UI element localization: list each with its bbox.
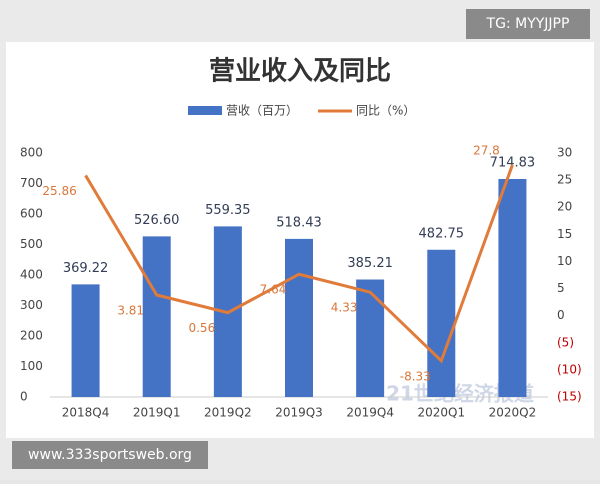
y2-tick-label: 30 (557, 146, 572, 160)
legend-label: 营收（百万） (226, 104, 298, 118)
line-value-label: 27.8 (473, 143, 500, 157)
y-tick-label: 0 (20, 390, 28, 404)
bar (285, 238, 313, 397)
y-tick-label: 200 (20, 329, 43, 343)
line-value-label: 0.56 (188, 321, 215, 335)
x-tick-label: 2020Q1 (417, 406, 465, 420)
y2-tick-label: (10) (557, 362, 582, 376)
y-tick-label: 100 (20, 359, 43, 373)
x-tick-label: 2019Q2 (204, 406, 252, 420)
x-tick-label: 2018Q4 (62, 406, 110, 420)
line-value-label: 7.64 (260, 283, 287, 297)
line-value-label: -8.33 (400, 369, 431, 383)
y2-tick-label: (5) (557, 335, 574, 349)
legend-label: 同比（%） (356, 104, 415, 118)
bar (356, 279, 385, 397)
line-value-label: 4.33 (331, 301, 358, 315)
site-box (12, 441, 208, 469)
y-tick-label: 700 (20, 176, 43, 190)
bar-value-label: 714.83 (490, 155, 536, 170)
y2-tick-label: 20 (557, 200, 572, 214)
tag-box (466, 9, 590, 39)
tag-text: TG: MYYJJPP (486, 16, 570, 32)
bar (427, 249, 456, 397)
y-tick-label: 300 (20, 298, 43, 312)
bar-value-label: 482.75 (419, 226, 465, 241)
x-tick-label: 2019Q4 (346, 406, 394, 420)
y-tick-label: 400 (20, 268, 43, 282)
bar (71, 284, 100, 397)
line-value-label: 3.81 (117, 304, 144, 318)
line (84, 164, 514, 364)
x-tick-label: 2020Q2 (489, 406, 537, 420)
site-text: www.333sportsweb.org (28, 447, 192, 463)
line-value-label: 25.86 (42, 184, 76, 198)
bar-value-label: 559.35 (205, 203, 251, 218)
y2-tick-label: 25 (557, 173, 572, 187)
bar-value-label: 369.22 (63, 261, 109, 276)
y-tick-label: 800 (20, 146, 43, 160)
y-tick-label: 500 (20, 237, 43, 251)
bar-value-label: 385.21 (347, 256, 393, 271)
y2-tick-label: 5 (557, 281, 565, 295)
bar-value-label: 526.60 (134, 213, 180, 228)
legend-swatch (188, 106, 222, 115)
y2-tick-label: (15) (557, 390, 582, 404)
bar-value-label: 518.43 (276, 215, 322, 230)
y2-tick-label: 10 (557, 254, 572, 268)
chart-title: 营业收入及同比 (209, 57, 391, 87)
y2-tick-label: 0 (557, 308, 565, 322)
x-tick-label: 2019Q1 (133, 406, 181, 420)
x-tick-label: 2019Q3 (275, 406, 323, 420)
bar (142, 236, 171, 397)
y-tick-label: 600 (20, 207, 43, 221)
bar (498, 178, 527, 397)
y2-tick-label: 15 (557, 227, 572, 241)
